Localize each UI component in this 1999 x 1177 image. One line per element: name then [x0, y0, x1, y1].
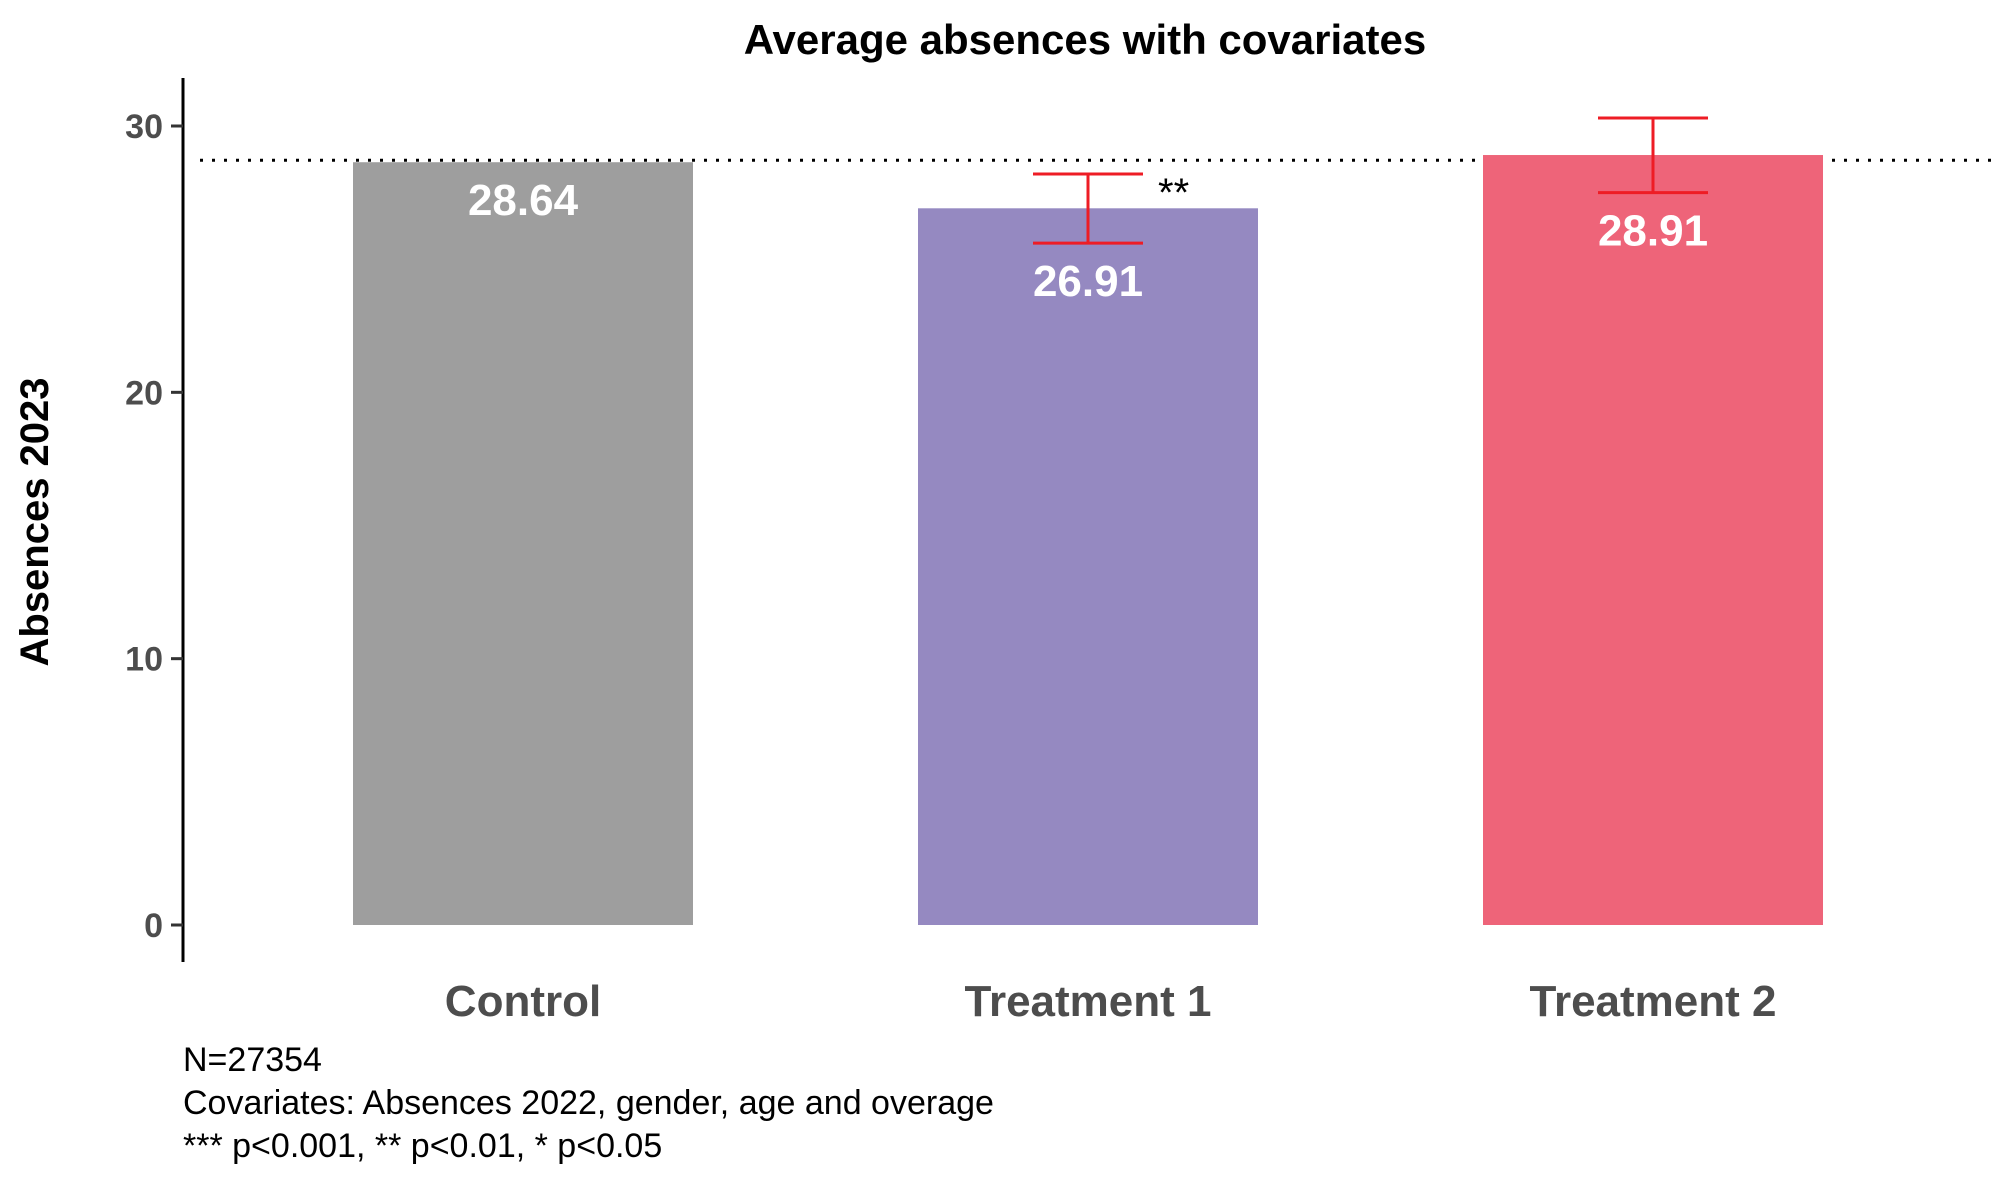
x-tick-label: Treatment 2 — [1530, 977, 1777, 1026]
y-axis-ticks: 0 10 20 30 — [125, 108, 183, 945]
y-axis-label: Absences 2023 — [13, 377, 57, 666]
footnote-line: N=27354 — [183, 1041, 322, 1079]
bar-treatment-1 — [918, 208, 1258, 925]
bar-labels: 28.64 26.91 28.91 — [468, 176, 1708, 306]
x-tick-label: Control — [445, 977, 601, 1026]
y-tick-label: 10 — [125, 641, 163, 679]
footnote-line: *** p<0.001, ** p<0.01, * p<0.05 — [183, 1127, 662, 1165]
bars — [353, 155, 1823, 926]
significance-marker: ** — [1158, 171, 1189, 215]
bar-value-label: 26.91 — [1033, 257, 1143, 306]
footnote-line: Covariates: Absences 2022, gender, age a… — [183, 1084, 994, 1122]
bar-treatment-2 — [1483, 155, 1823, 925]
y-tick-label: 0 — [144, 907, 163, 945]
bar-value-label: 28.91 — [1598, 207, 1708, 256]
error-bars: ** — [1033, 116, 1708, 245]
x-tick-label: Treatment 1 — [965, 977, 1212, 1026]
bar-value-label: 28.64 — [468, 176, 579, 225]
chart-title: Average absences with covariates — [744, 16, 1426, 63]
footnotes: N=27354 Covariates: Absences 2022, gender… — [183, 1041, 994, 1165]
y-tick-label: 30 — [125, 108, 163, 146]
bar-control — [353, 162, 693, 926]
y-tick-label: 20 — [125, 374, 163, 412]
x-axis-ticks: Control Treatment 1 Treatment 2 — [445, 977, 1777, 1026]
